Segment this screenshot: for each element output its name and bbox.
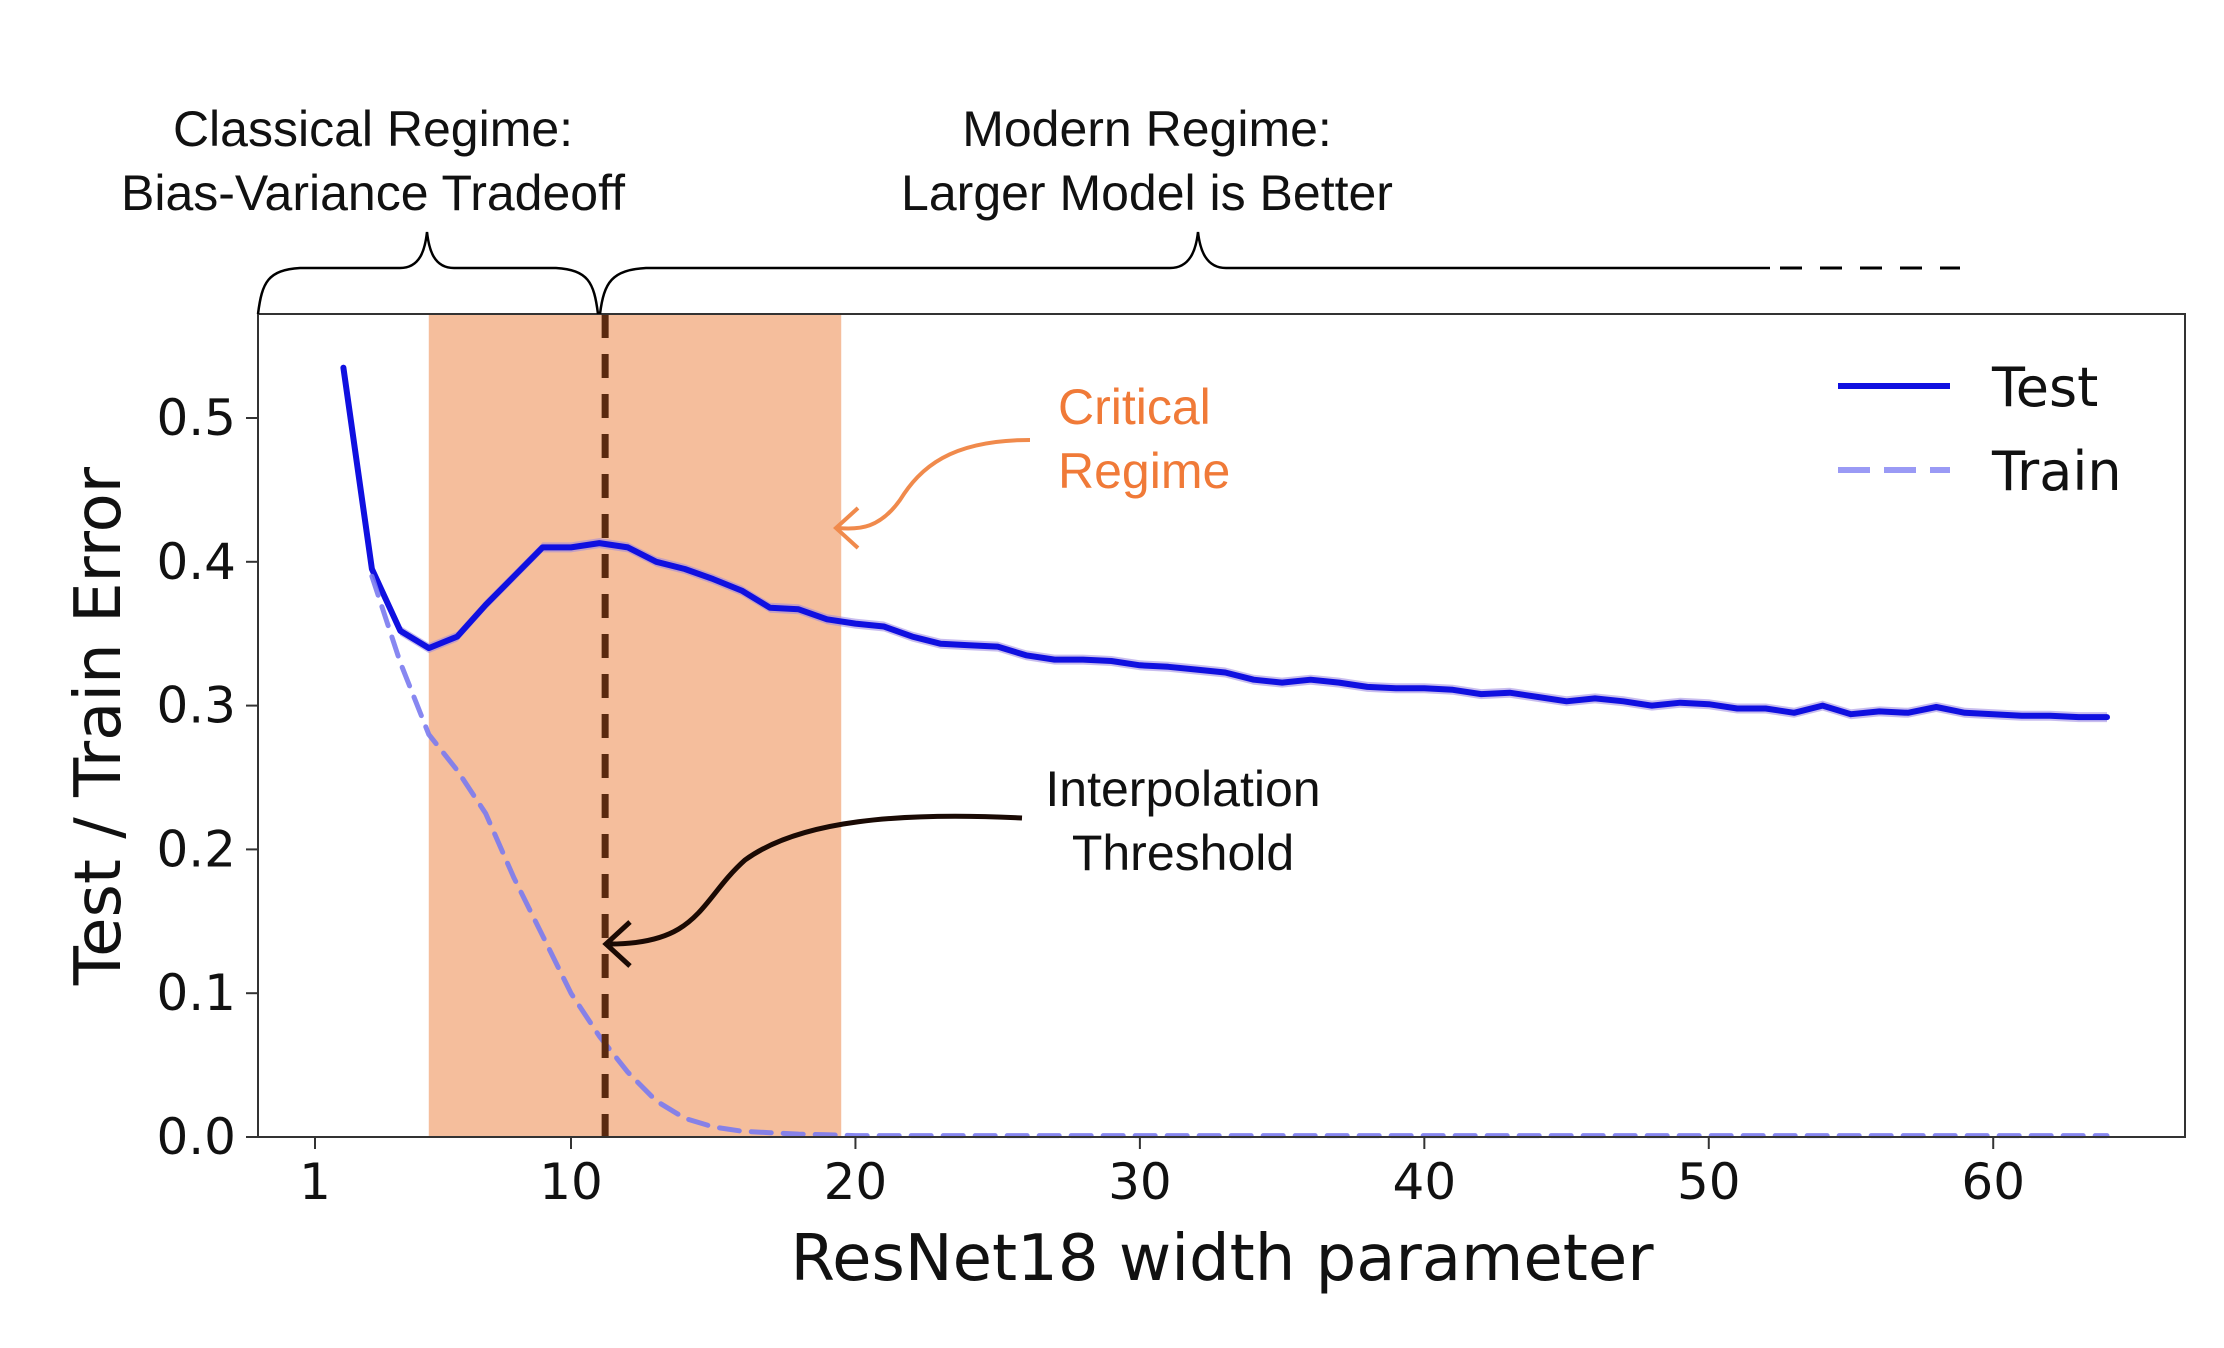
x-tick-label: 50	[1677, 1153, 1741, 1211]
y-tick-label: 0.2	[156, 820, 236, 878]
x-tick-label: 60	[1961, 1153, 2025, 1211]
plot-frame	[257, 313, 2186, 1138]
series-test-line	[340, 364, 2110, 721]
critical-regime-band	[428, 314, 842, 1137]
x-tick-label: 10	[539, 1153, 603, 1211]
classical-regime-brace	[256, 231, 600, 315]
modern-regime-brace	[598, 231, 1770, 315]
legend-train-label: Train	[1991, 440, 2122, 503]
classical-regime-title: Classical Regime:	[173, 101, 573, 157]
critical-regime-label-line1: Critical	[1058, 379, 1211, 435]
x-tick-label: 40	[1393, 1153, 1457, 1211]
y-tick-label: 0.4	[156, 533, 236, 591]
classical-regime-subtitle: Bias-Variance Tradeoff	[121, 165, 625, 221]
series-layer	[340, 362, 2110, 1139]
y-tick-label: 0.5	[156, 389, 236, 447]
x-tick-label: 1	[299, 1153, 331, 1211]
x-axis-ticks: 1 10 20 30 40 50 60	[299, 1137, 2025, 1211]
y-tick-label: 0.1	[156, 964, 236, 1022]
x-tick-label: 30	[1108, 1153, 1172, 1211]
critical-regime-label-line2: Regime	[1058, 443, 1230, 499]
y-axis-ticks: 0.0 0.1 0.2 0.3 0.4 0.5	[156, 389, 258, 1166]
legend-test-label: Test	[1991, 356, 2098, 419]
y-tick-label: 0.3	[156, 677, 236, 735]
critical-regime-arrow	[837, 438, 1031, 531]
legend: Test Train	[1838, 356, 2122, 503]
interpolation-threshold-label-line2: Threshold	[1072, 825, 1294, 881]
y-tick-label: 0.0	[156, 1108, 236, 1166]
modern-regime-subtitle: Larger Model is Better	[901, 165, 1393, 221]
x-axis-label: ResNet18 width parameter	[790, 1222, 1654, 1296]
critical-regime-arrowhead	[833, 506, 860, 550]
series-train-line	[369, 573, 2110, 1139]
modern-regime-title: Modern Regime:	[962, 101, 1332, 157]
y-axis-label: Test / Train Error	[62, 466, 136, 986]
x-tick-label: 20	[824, 1153, 888, 1211]
interpolation-threshold-arrow	[609, 813, 1023, 947]
interpolation-threshold-arrowhead	[602, 920, 632, 968]
interpolation-threshold-label-line1: Interpolation	[1045, 761, 1320, 817]
